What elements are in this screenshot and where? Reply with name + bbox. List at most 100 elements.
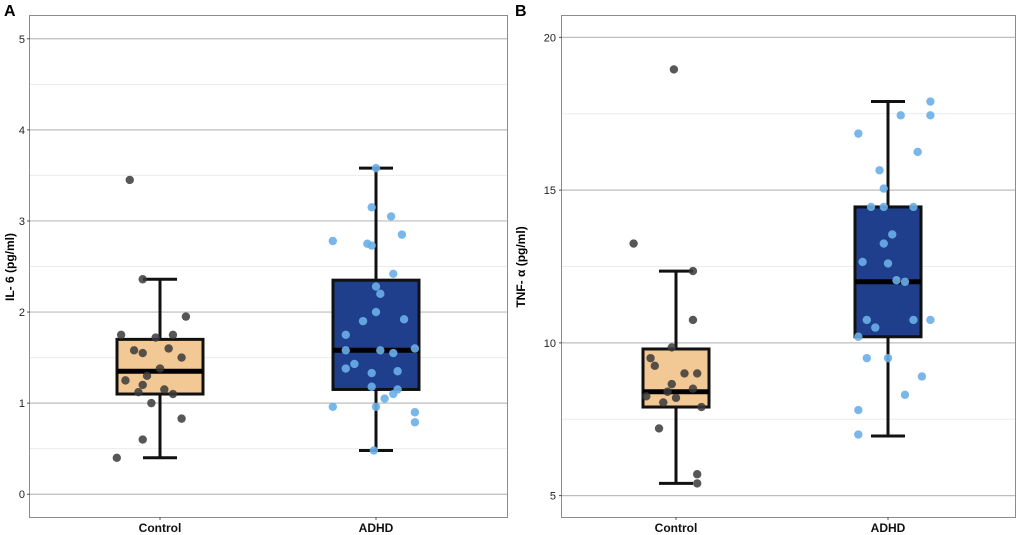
data-point-control xyxy=(654,424,664,433)
y-tick-label: 5 xyxy=(550,491,556,503)
data-point-adhd xyxy=(371,402,381,411)
x-tick-label-adhd: ADHD xyxy=(359,521,394,535)
data-point-adhd xyxy=(913,147,922,157)
data-point-adhd xyxy=(917,372,927,381)
data-point-control xyxy=(138,275,147,284)
data-point-control xyxy=(659,398,668,407)
data-point-adhd xyxy=(883,259,893,268)
data-point-control xyxy=(671,393,681,403)
data-point-control xyxy=(177,414,186,423)
data-point-control xyxy=(116,330,126,340)
panel-b-grid xyxy=(562,36,1015,497)
data-point-adhd xyxy=(367,368,376,378)
panel-a-y-axis: 0 1 2 3 4 5 xyxy=(19,34,30,501)
data-point-adhd xyxy=(399,315,409,324)
data-point-adhd xyxy=(858,257,867,267)
data-point-adhd xyxy=(410,418,420,427)
data-point-adhd xyxy=(875,166,884,175)
data-point-adhd xyxy=(386,212,396,221)
data-point-control xyxy=(142,371,152,381)
x-tick-label-control: Control xyxy=(139,521,182,535)
data-point-control xyxy=(134,388,143,397)
data-point-adhd xyxy=(397,230,407,239)
panel-b-y-axis: 5 10 15 20 xyxy=(544,32,562,503)
data-point-control xyxy=(680,369,689,378)
y-tick-label: 5 xyxy=(19,34,25,46)
data-point-control xyxy=(646,353,655,363)
y-axis-title-tnf: TNF- α (pg/ml) xyxy=(514,226,528,307)
y-tick-label: 15 xyxy=(544,185,556,197)
data-point-adhd xyxy=(389,389,398,399)
data-point-adhd xyxy=(871,323,880,332)
data-point-adhd xyxy=(350,359,359,369)
panel-b-boxes xyxy=(641,100,923,485)
data-point-adhd xyxy=(376,289,385,299)
data-point-adhd xyxy=(854,405,863,415)
data-point-adhd xyxy=(926,111,935,120)
data-point-adhd xyxy=(900,390,910,400)
data-point-adhd xyxy=(866,202,876,212)
data-point-adhd xyxy=(926,315,935,325)
data-point-control xyxy=(155,364,165,373)
data-point-adhd xyxy=(926,97,935,106)
data-point-control xyxy=(138,348,147,358)
data-point-adhd xyxy=(854,129,863,138)
panel-a-grid xyxy=(30,38,507,495)
data-point-control xyxy=(168,330,178,340)
data-point-control xyxy=(177,353,186,362)
data-point-adhd xyxy=(389,348,398,358)
data-point-adhd xyxy=(371,163,381,173)
y-tick-label: 3 xyxy=(19,216,25,228)
data-point-adhd xyxy=(900,277,910,286)
data-point-control xyxy=(168,389,178,399)
data-point-control xyxy=(629,239,638,248)
data-point-adhd xyxy=(909,315,918,325)
y-tick-label: 20 xyxy=(544,32,556,44)
y-tick-label: 4 xyxy=(19,125,25,137)
data-point-control xyxy=(151,333,160,342)
panel-letter-b: B xyxy=(515,3,527,20)
data-point-control xyxy=(697,402,706,412)
data-point-adhd xyxy=(367,203,376,212)
data-point-control xyxy=(663,387,672,396)
data-point-control xyxy=(164,344,173,353)
data-point-control xyxy=(112,453,122,462)
panel-a: A 0 1 2 3 4 5 Control ADHD IL- 6 (pg/ml) xyxy=(3,3,508,535)
data-point-adhd xyxy=(341,346,350,355)
x-tick-label-adhd: ADHD xyxy=(871,521,906,535)
panel-letter-a: A xyxy=(4,3,16,20)
y-tick-label: 2 xyxy=(19,307,25,319)
data-point-control xyxy=(121,376,130,385)
y-tick-label: 1 xyxy=(19,398,25,410)
panel-b-x-axis: Control ADHD xyxy=(655,517,906,535)
data-point-adhd xyxy=(862,315,871,325)
data-point-control xyxy=(129,346,139,355)
data-point-control xyxy=(642,392,651,401)
data-point-control xyxy=(650,361,659,370)
data-point-control xyxy=(688,315,698,325)
data-point-adhd xyxy=(376,346,385,355)
data-point-adhd xyxy=(328,402,337,411)
x-tick-label-control: Control xyxy=(655,521,698,535)
data-point-adhd xyxy=(879,202,888,212)
panel-b: B 5 10 15 20 Control ADHD TNF- α (pg/ml) xyxy=(514,3,1016,535)
data-point-adhd xyxy=(892,276,901,285)
data-point-adhd xyxy=(854,430,863,439)
data-point-adhd xyxy=(879,184,888,193)
data-point-adhd xyxy=(380,394,389,403)
data-point-adhd xyxy=(888,230,897,239)
data-point-control xyxy=(138,435,147,444)
data-point-control xyxy=(693,479,702,488)
data-point-control xyxy=(688,266,698,276)
data-point-adhd xyxy=(393,367,402,376)
data-point-adhd xyxy=(341,364,350,373)
data-point-control xyxy=(147,398,156,408)
data-point-control xyxy=(688,384,698,393)
panel-a-x-axis: Control ADHD xyxy=(139,517,394,535)
data-point-adhd xyxy=(371,282,381,291)
data-point-control xyxy=(693,470,702,479)
data-point-control xyxy=(125,175,134,185)
data-point-control xyxy=(160,385,169,394)
data-point-adhd xyxy=(367,241,376,250)
